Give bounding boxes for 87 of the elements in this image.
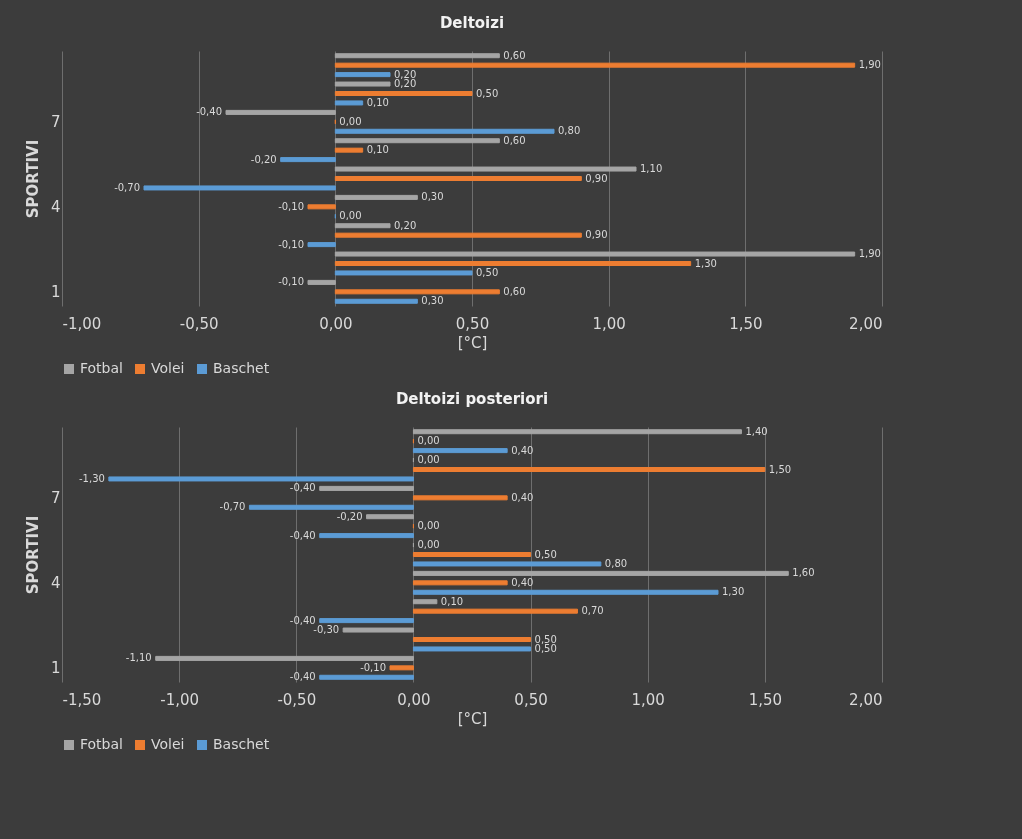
data-label: -0,20 <box>336 510 363 522</box>
data-label: 0,40 <box>511 444 534 456</box>
y-axis-title: SPORTIVI <box>23 515 42 595</box>
data-label: 0,20 <box>394 78 417 90</box>
data-label: 1,90 <box>858 248 881 260</box>
data-label: 0,40 <box>511 491 534 503</box>
x-tick-label: 1,50 <box>748 690 783 709</box>
data-label: -0,10 <box>360 661 386 673</box>
data-label: 0,50 <box>534 548 557 560</box>
data-label: 0,10 <box>440 595 464 607</box>
data-label: 0,80 <box>558 125 581 137</box>
x-tick-label: -0,50 <box>179 314 219 333</box>
data-label: 0,00 <box>417 539 440 551</box>
x-axis-title: [°C] <box>457 709 488 728</box>
data-label: 0,30 <box>421 191 444 203</box>
x-tick-label: 0,00 <box>397 690 431 709</box>
data-label: 1,60 <box>792 567 815 579</box>
x-tick-label: 1,50 <box>729 314 763 333</box>
x-tick-label: -0,50 <box>277 690 317 709</box>
x-tick-label: -1,50 <box>62 690 102 709</box>
data-label: -0,10 <box>278 238 304 250</box>
data-label: -0,40 <box>196 106 222 118</box>
data-label: 0,90 <box>585 172 608 184</box>
x-tick-label: 2,00 <box>849 690 883 709</box>
data-label: 0,00 <box>417 435 440 447</box>
legend-label: Fotbal <box>80 360 123 376</box>
data-label: 0,00 <box>339 210 362 222</box>
data-label: 1,90 <box>858 59 881 71</box>
data-label: -0,10 <box>278 276 304 288</box>
y-axis-title: SPORTIVI <box>23 139 42 219</box>
data-label: 0,40 <box>511 576 534 588</box>
x-tick-label: 1,00 <box>631 690 665 709</box>
data-label: -0,70 <box>114 181 140 193</box>
data-label: 0,00 <box>417 520 440 532</box>
x-tick-label: -1,00 <box>62 314 102 333</box>
y-tick-label: 7 <box>50 112 61 131</box>
data-label: -0,20 <box>250 153 277 165</box>
data-label: -0,10 <box>278 200 304 212</box>
legend-label: Baschet <box>213 736 270 752</box>
data-label: 0,00 <box>417 454 440 466</box>
legend-label: Volei <box>151 736 185 752</box>
data-label: 0,50 <box>534 633 557 645</box>
data-label: 1,30 <box>722 586 745 598</box>
data-label: 0,80 <box>604 557 628 569</box>
data-label: 0,20 <box>394 219 417 231</box>
data-label: -0,40 <box>289 614 316 626</box>
data-label: -1,30 <box>78 472 105 484</box>
x-tick-label: 0,50 <box>455 314 490 333</box>
legend-label: Baschet <box>213 360 270 376</box>
x-tick-label: -1,00 <box>160 690 200 709</box>
chart-title: Deltoizi <box>439 13 505 32</box>
data-label: -0,40 <box>289 482 316 494</box>
y-tick-label: 1 <box>50 658 61 677</box>
data-label: 0,10 <box>366 96 389 108</box>
data-label: 0,60 <box>503 134 526 146</box>
x-tick-label: 1,00 <box>592 314 626 333</box>
data-label: -0,40 <box>289 671 316 683</box>
data-label: 1,10 <box>640 163 663 175</box>
y-tick-label: 4 <box>50 573 61 592</box>
data-label: 0,90 <box>585 229 608 241</box>
data-label: 0,50 <box>476 266 499 278</box>
x-tick-label: 2,00 <box>849 314 883 333</box>
data-label: 0,60 <box>503 49 526 61</box>
data-label: -1,10 <box>125 652 152 664</box>
x-tick-label: 0,00 <box>319 314 353 333</box>
data-label: -0,70 <box>219 501 246 513</box>
legend-label: Volei <box>151 360 185 376</box>
x-axis-title: [°C] <box>457 333 488 352</box>
data-label: 0,20 <box>394 68 417 80</box>
data-label: 0,50 <box>476 87 499 99</box>
data-label: 0,60 <box>503 285 526 297</box>
data-label: 1,30 <box>694 257 717 269</box>
chart-title: Deltoizi posteriori <box>395 389 549 408</box>
data-label: -0,30 <box>313 624 340 636</box>
data-label: 0,00 <box>339 115 362 127</box>
legend-label: Fotbal <box>80 736 123 752</box>
data-label: 0,70 <box>581 605 604 617</box>
data-label: 1,40 <box>745 425 768 437</box>
data-label: -0,40 <box>289 529 316 541</box>
data-label: 0,10 <box>366 144 389 156</box>
x-tick-label: 0,50 <box>514 690 548 709</box>
y-tick-label: 4 <box>50 197 61 216</box>
y-tick-label: 7 <box>50 488 61 507</box>
y-tick-label: 1 <box>50 282 61 301</box>
data-label: 0,50 <box>534 642 557 654</box>
data-label: 1,50 <box>768 463 792 475</box>
data-label: 0,30 <box>421 295 444 307</box>
